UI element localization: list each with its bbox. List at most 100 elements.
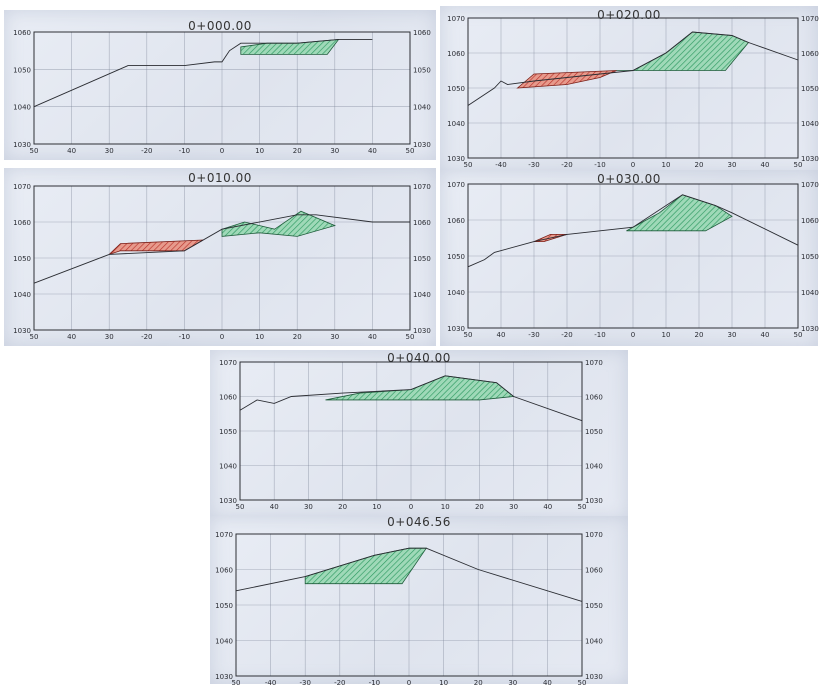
- ground-profile-line: [467, 31, 799, 106]
- y-tick-label-right: 1070: [413, 183, 431, 191]
- x-tick-label: -30: [528, 331, 539, 339]
- x-tick-label: 10: [439, 679, 448, 686]
- x-tick-label: -30: [528, 161, 539, 169]
- y-tick-label-right: 1060: [801, 217, 819, 225]
- y-tick-label-right: 1050: [801, 85, 819, 93]
- plot-frame: [239, 361, 583, 501]
- x-tick-label: 20: [475, 503, 484, 511]
- x-tick-label: 50: [406, 333, 415, 341]
- x-tick-label: 50: [30, 333, 39, 341]
- x-tick-label: 0: [407, 679, 411, 686]
- y-tick-label-right: 1030: [801, 155, 819, 163]
- x-tick-label: 20: [293, 147, 302, 155]
- plot-frame: [467, 17, 799, 159]
- y-tick-label-right: 1040: [413, 104, 431, 112]
- fill-area: [325, 375, 515, 401]
- fill-area: [616, 31, 750, 71]
- x-tick-label: 30: [330, 333, 339, 341]
- section-title: 0+046.56: [387, 515, 451, 529]
- x-tick-label: 40: [67, 147, 76, 155]
- x-tick-label: 40: [761, 161, 770, 169]
- x-tick-label: 50: [464, 331, 473, 339]
- x-tick-label: 50: [794, 331, 803, 339]
- y-tick-label-left: 1040: [219, 463, 237, 471]
- y-tick-label-right: 1070: [801, 15, 819, 23]
- y-tick-label-left: 1030: [219, 497, 237, 505]
- x-tick-label: 30: [105, 147, 114, 155]
- x-tick-label: 0: [631, 161, 635, 169]
- x-tick-label: 20: [338, 503, 347, 511]
- y-tick-label-right: 1030: [413, 327, 431, 335]
- x-tick-label: 50: [794, 161, 803, 169]
- y-tick-label-right: 1060: [413, 219, 431, 227]
- x-tick-label: 40: [368, 147, 377, 155]
- x-tick-label: 50: [232, 679, 241, 686]
- y-tick-label-left: 1030: [13, 141, 31, 149]
- y-tick-label-right: 1050: [801, 253, 819, 261]
- x-tick-label: 40: [543, 503, 552, 511]
- ground-profile-line: [33, 39, 373, 108]
- y-tick-label-left: 1050: [215, 602, 233, 610]
- fill-area: [240, 38, 340, 55]
- x-tick-label: -40: [495, 161, 506, 169]
- y-tick-label-right: 1060: [585, 567, 603, 575]
- x-tick-label: 10: [255, 333, 264, 341]
- x-tick-label: -30: [299, 679, 310, 686]
- y-tick-label-left: 1030: [215, 673, 233, 681]
- x-tick-label: 10: [441, 503, 450, 511]
- x-tick-label: 40: [543, 679, 552, 686]
- y-tick-label-right: 1060: [413, 29, 431, 37]
- x-tick-label: 30: [728, 161, 737, 169]
- section-panel-4: 0+040.00 50 40 30 20 10 0 10 20 30 40 50 1030 1030 10…: [210, 350, 628, 520]
- fill-area: [221, 210, 336, 237]
- y-tick-label-left: 1060: [447, 217, 465, 225]
- y-tick-label-left: 1030: [447, 325, 465, 333]
- y-tick-label-left: 1040: [447, 120, 465, 128]
- y-tick-label-left: 1040: [447, 289, 465, 297]
- x-tick-label: 20: [474, 679, 483, 686]
- y-tick-label-left: 1050: [13, 255, 31, 263]
- y-tick-label-right: 1070: [801, 181, 819, 189]
- y-tick-label-right: 1070: [585, 359, 603, 367]
- x-tick-label: 30: [330, 147, 339, 155]
- y-tick-label-right: 1040: [413, 291, 431, 299]
- x-tick-label: 50: [406, 147, 415, 155]
- y-tick-label-right: 1060: [585, 394, 603, 402]
- section-panel-2: 0+010.00 50 40 30 -20 -10 0 10 20 30 40 50 1030 1030…: [4, 168, 436, 346]
- plot-frame: [33, 185, 411, 331]
- y-tick-label-left: 1050: [447, 253, 465, 261]
- y-tick-label-right: 1040: [801, 120, 819, 128]
- plot-frame: [33, 31, 411, 145]
- y-tick-label-left: 1050: [447, 85, 465, 93]
- x-tick-label: -10: [594, 331, 605, 339]
- x-tick-label: -10: [179, 333, 190, 341]
- x-tick-label: 10: [662, 331, 671, 339]
- y-tick-label-right: 1030: [413, 141, 431, 149]
- plot-frame: [235, 533, 583, 677]
- y-tick-label-right: 1040: [585, 638, 603, 646]
- x-tick-label: 30: [508, 679, 517, 686]
- x-tick-label: 10: [255, 147, 264, 155]
- y-tick-label-right: 1060: [801, 50, 819, 58]
- x-tick-label: 0: [409, 503, 413, 511]
- x-tick-label: 30: [105, 333, 114, 341]
- section-title: 0+030.00: [597, 172, 661, 186]
- x-tick-label: 10: [662, 161, 671, 169]
- section-title: 0+010.00: [188, 171, 252, 185]
- y-tick-label-right: 1070: [585, 531, 603, 539]
- y-tick-label-left: 1060: [13, 29, 31, 37]
- x-tick-label: -20: [561, 331, 572, 339]
- x-tick-label: -20: [561, 161, 572, 169]
- section-panel-0: 0+000.00 50 40 30 -20 -10 0 10 20 30 40 50 1030 1030…: [4, 10, 436, 160]
- x-tick-label: -20: [141, 333, 152, 341]
- y-tick-label-left: 1070: [447, 15, 465, 23]
- y-tick-label-left: 1040: [13, 291, 31, 299]
- y-tick-label-left: 1070: [219, 359, 237, 367]
- x-tick-label: 50: [30, 147, 39, 155]
- y-tick-label-left: 1040: [215, 638, 233, 646]
- x-tick-label: 40: [761, 331, 770, 339]
- y-tick-label-left: 1030: [447, 155, 465, 163]
